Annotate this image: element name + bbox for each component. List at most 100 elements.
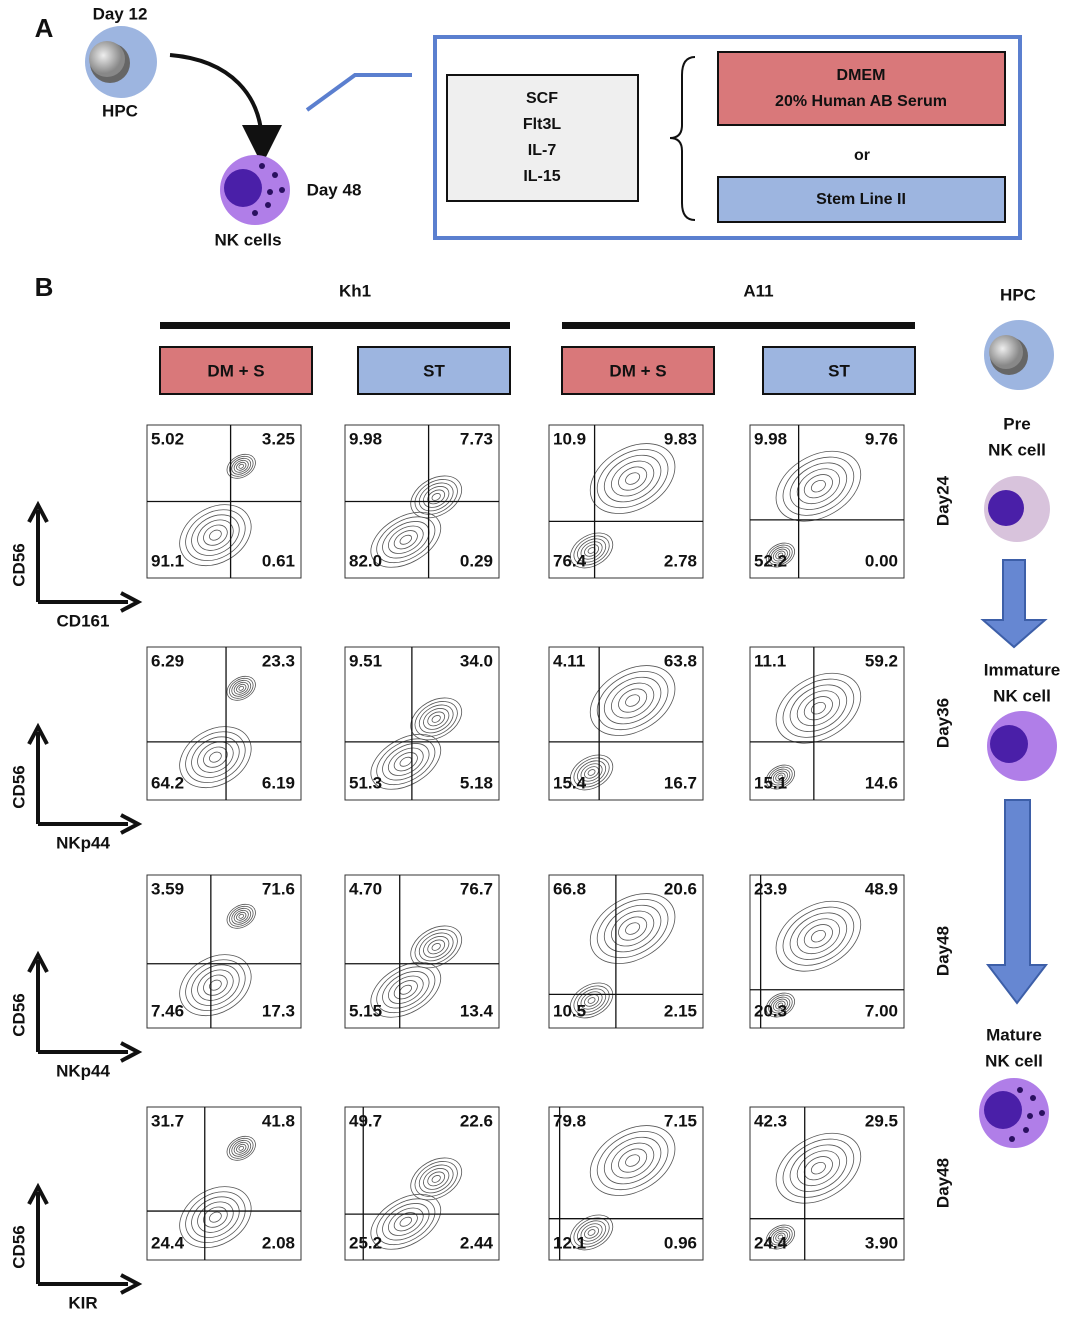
quadrant-value: 23.9 [754, 879, 787, 898]
contour [810, 479, 826, 493]
stage-label: Mature [986, 1025, 1042, 1044]
quadrant-value: 5.18 [460, 773, 493, 792]
condition-box [561, 346, 715, 395]
medium: Stem Line II [816, 191, 906, 208]
quadrant-value: 7.00 [865, 1001, 898, 1020]
nucleus [990, 725, 1028, 763]
day-label: Day48 [933, 926, 952, 976]
contour [775, 1132, 862, 1204]
contour [772, 770, 788, 784]
axis-arrow [27, 500, 143, 613]
contour [777, 552, 784, 558]
contour [772, 548, 788, 562]
contour [618, 688, 648, 713]
contour [580, 763, 603, 782]
quadrant-value: 31.7 [151, 1111, 184, 1130]
contour [775, 772, 786, 782]
contour [370, 1193, 442, 1250]
contour [238, 685, 245, 691]
quadrant-value: 16.7 [664, 773, 697, 792]
contour [197, 519, 234, 551]
contour [772, 998, 788, 1012]
contour [209, 529, 222, 541]
condition-box [357, 346, 511, 395]
contour [584, 1226, 600, 1239]
contour [625, 694, 641, 707]
contour [399, 534, 413, 545]
contour [233, 909, 249, 923]
condition-box [762, 346, 916, 395]
contour [789, 462, 848, 510]
contour [228, 1137, 254, 1159]
y-axis-label: CD56 [9, 765, 28, 808]
contour [197, 741, 234, 773]
contour [580, 541, 603, 560]
contour [414, 701, 458, 737]
contour [238, 463, 245, 469]
contour [393, 980, 418, 1000]
contour [191, 1196, 240, 1238]
stage-label: HPC [1000, 285, 1036, 304]
contour [775, 550, 786, 560]
quadrant-value: 29.5 [865, 1111, 898, 1130]
contour [625, 1154, 641, 1167]
contour [770, 996, 791, 1014]
quadrant-value: 79.8 [553, 1111, 586, 1130]
axis-arrow [27, 950, 143, 1063]
quadrant-value: 63.8 [664, 651, 697, 670]
quadrant-value: 6.29 [151, 651, 184, 670]
contour [179, 954, 252, 1017]
contour [418, 482, 454, 512]
quadrant-value: 64.2 [151, 773, 184, 792]
contour [618, 916, 648, 941]
quadrant-value: 0.61 [262, 551, 295, 570]
contour [427, 711, 446, 727]
contour [393, 530, 418, 550]
quadrant-value: 9.76 [865, 429, 898, 448]
contour [625, 922, 641, 935]
quadrant-value: 11.1 [754, 651, 786, 670]
quadrant-value: 12.1 [553, 1233, 586, 1252]
quadrant-value: 20.6 [664, 879, 697, 898]
or-label: or [854, 147, 870, 164]
contour [410, 475, 463, 519]
contour [376, 1198, 436, 1246]
contour [782, 456, 855, 516]
contour [573, 985, 610, 1016]
contour [370, 961, 442, 1018]
quadrant-value: 76.7 [460, 879, 493, 898]
contour [768, 994, 793, 1016]
contour [382, 971, 430, 1009]
x-axis-label: NKp44 [56, 833, 110, 852]
quadrant-value: 3.90 [865, 1233, 898, 1252]
contour [203, 524, 228, 546]
contour [577, 538, 607, 563]
contour [611, 460, 655, 497]
contour [387, 1207, 424, 1236]
contour [209, 979, 222, 991]
contour [796, 918, 840, 955]
contour [765, 1224, 796, 1250]
contour [410, 925, 463, 969]
contour [231, 907, 252, 925]
nucleus [989, 335, 1023, 369]
contour [796, 690, 840, 727]
medium: DMEM [837, 67, 886, 84]
quadrant-value: 59.2 [865, 651, 898, 670]
connector [305, 73, 412, 112]
nucleus [988, 490, 1024, 526]
nucleus [984, 1091, 1022, 1129]
medium-box [717, 176, 1006, 223]
quadrant-value: 42.3 [754, 1111, 787, 1130]
contour [589, 893, 676, 964]
quadrant-value: 3.25 [262, 429, 295, 448]
stage-label: NK cell [988, 440, 1046, 459]
contour [376, 516, 436, 564]
quadrant-value: 24.4 [754, 1233, 788, 1252]
contour [782, 678, 855, 738]
group-bar [562, 322, 915, 329]
contour [427, 939, 446, 955]
contour [789, 912, 848, 960]
contour [775, 1000, 786, 1010]
contour [777, 1234, 784, 1240]
